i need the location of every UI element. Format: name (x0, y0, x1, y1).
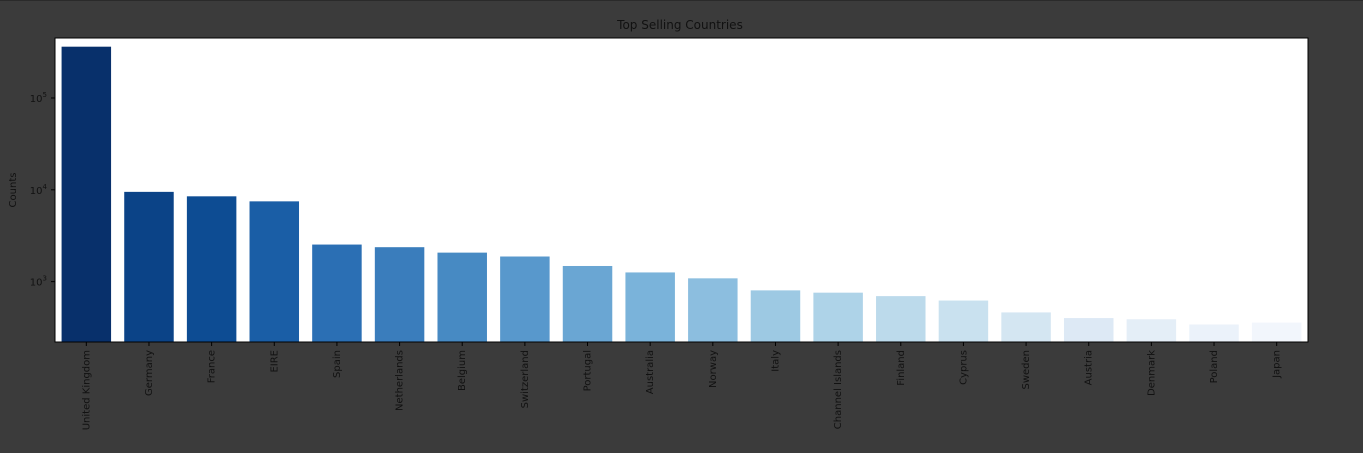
bar-australia (625, 272, 675, 342)
x-tick-label: Germany (144, 350, 155, 396)
x-tick-label: EIRE (269, 350, 280, 373)
bar-germany (124, 191, 174, 342)
bar-channel-islands (813, 292, 863, 342)
x-tick-label: Australia (645, 350, 656, 394)
chart-title: Top Selling Countries (616, 18, 743, 32)
bar-finland (876, 296, 926, 342)
x-tick-label: Poland (1209, 350, 1220, 383)
bars-group (61, 46, 1302, 342)
x-tick-label: Channel Islands (833, 350, 844, 429)
x-tick-label: United Kingdom (81, 350, 92, 430)
bar-norway (688, 278, 738, 342)
x-tick-label: Denmark (1146, 350, 1157, 396)
x-ticks-group: United Kingdom Germany France EIRE Spain Neth… (81, 342, 1283, 430)
x-tick-label: Portugal (583, 350, 594, 391)
x-tick-label: Finland (896, 350, 907, 386)
x-tick-label: Japan (1272, 350, 1283, 379)
bar-eire (249, 201, 300, 342)
bar-switzerland (500, 256, 550, 342)
x-tick-label: Sweden (1021, 350, 1032, 390)
y-tick-label: 105 (30, 91, 47, 105)
bar-spain (312, 244, 362, 342)
bar-belgium (437, 252, 487, 342)
plot-area (55, 38, 1308, 342)
bar-cyprus (938, 300, 989, 342)
bar-italy (750, 290, 801, 342)
y-axis-label: Counts (8, 173, 19, 208)
bar-france (186, 196, 237, 342)
bar-denmark (1126, 319, 1177, 342)
bar-portugal (562, 265, 613, 342)
bar-austria (1063, 318, 1114, 342)
x-tick-label: Netherlands (395, 350, 406, 411)
bar-sweden (1001, 312, 1051, 342)
x-tick-label: Norway (708, 350, 719, 388)
x-tick-label: Italy (770, 350, 781, 372)
x-tick-label: Spain (332, 350, 343, 378)
bar-poland (1189, 324, 1239, 342)
bar-united-kingdom (61, 46, 112, 342)
y-tick-label: 104 (30, 183, 48, 197)
plot-frame (54, 37, 1309, 343)
y-tick-label: 103 (30, 275, 47, 289)
y-ticks-group: 103 104 105 (30, 91, 55, 289)
x-tick-label: Cyprus (958, 350, 969, 385)
bar-netherlands (374, 247, 425, 342)
x-tick-label: France (207, 350, 218, 383)
x-tick-label: Belgium (457, 350, 468, 391)
x-tick-label: Austria (1084, 350, 1095, 385)
bar-japan (1251, 322, 1302, 342)
x-tick-label: Switzerland (520, 350, 531, 408)
